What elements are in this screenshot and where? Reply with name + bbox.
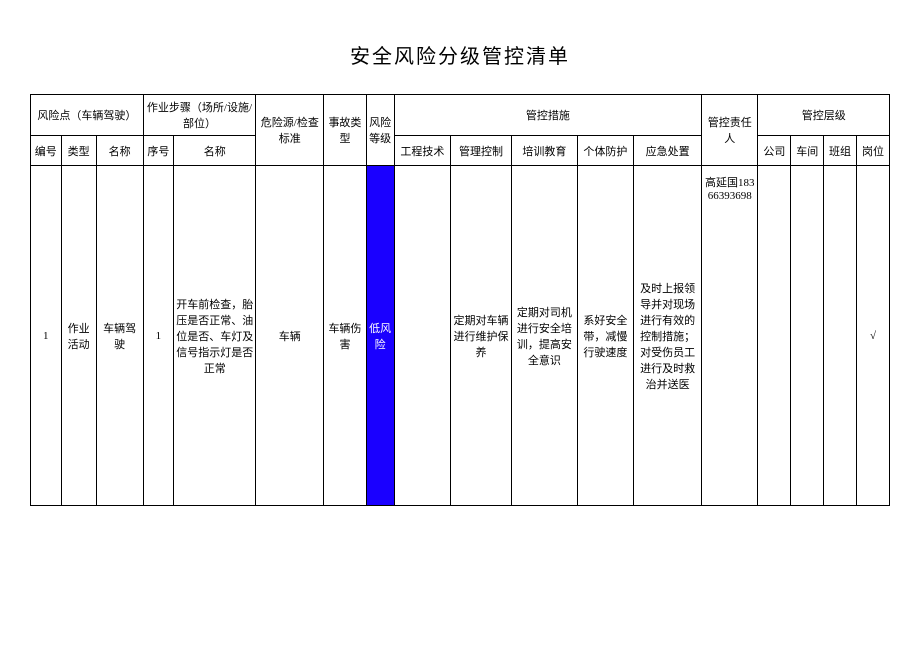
header-work-step: 作业步骤（场所/设施/部位） — [143, 95, 256, 136]
header-post: 岗位 — [856, 136, 889, 166]
cell-management: 定期对车辆进行维护保养 — [451, 166, 512, 506]
cell-workshop — [791, 166, 824, 506]
header-engineering: 工程技术 — [394, 136, 450, 166]
cell-post: √ — [856, 166, 889, 506]
cell-team — [824, 166, 857, 506]
header-responsible: 管控责任人 — [702, 95, 758, 166]
header-individual: 个体防护 — [577, 136, 633, 166]
header-hazard: 危险源/检查标准 — [256, 95, 324, 166]
header-risk-point: 风险点（车辆驾驶） — [31, 95, 144, 136]
header-step-name: 名称 — [174, 136, 256, 166]
cell-accident-type: 车辆伤害 — [324, 166, 366, 506]
header-accident-type: 事故类型 — [324, 95, 366, 166]
header-risk-level: 风险等级 — [366, 95, 394, 166]
cell-individual: 系好安全带，减慢行驶速度 — [577, 166, 633, 506]
cell-engineering — [394, 166, 450, 506]
header-type: 类型 — [61, 136, 96, 166]
risk-control-table: 风险点（车辆驾驶） 作业步骤（场所/设施/部位） 危险源/检查标准 事故类型 风… — [30, 94, 890, 506]
header-control-level: 管控层级 — [758, 95, 890, 136]
cell-hazard: 车辆 — [256, 166, 324, 506]
cell-risk-level: 低风险 — [366, 166, 394, 506]
header-control-measures: 管控措施 — [394, 95, 701, 136]
header-management: 管理控制 — [451, 136, 512, 166]
header-name: 名称 — [96, 136, 143, 166]
table-row: 1 作业活动 车辆驾驶 1 开车前检查，胎压是否正常、油位是否、车灯及信号指示灯… — [31, 166, 890, 506]
header-team: 班组 — [824, 136, 857, 166]
header-num: 编号 — [31, 136, 62, 166]
header-workshop: 车间 — [791, 136, 824, 166]
cell-emergency: 及时上报领导并对现场进行有效的控制措施；对受伤员工进行及时救治并送医 — [634, 166, 702, 506]
page-title: 安全风险分级管控清单 — [30, 40, 890, 69]
cell-responsible: 高延国18366393698 — [702, 166, 758, 506]
header-company: 公司 — [758, 136, 791, 166]
cell-name: 车辆驾驶 — [96, 166, 143, 506]
cell-training: 定期对司机进行安全培训，提高安全意识 — [512, 166, 578, 506]
cell-step-name: 开车前检查，胎压是否正常、油位是否、车灯及信号指示灯是否正常 — [174, 166, 256, 506]
header-seq: 序号 — [143, 136, 174, 166]
cell-type: 作业活动 — [61, 166, 96, 506]
header-training: 培训教育 — [512, 136, 578, 166]
cell-seq: 1 — [143, 166, 174, 506]
cell-company — [758, 166, 791, 506]
cell-num: 1 — [31, 166, 62, 506]
header-emergency: 应急处置 — [634, 136, 702, 166]
